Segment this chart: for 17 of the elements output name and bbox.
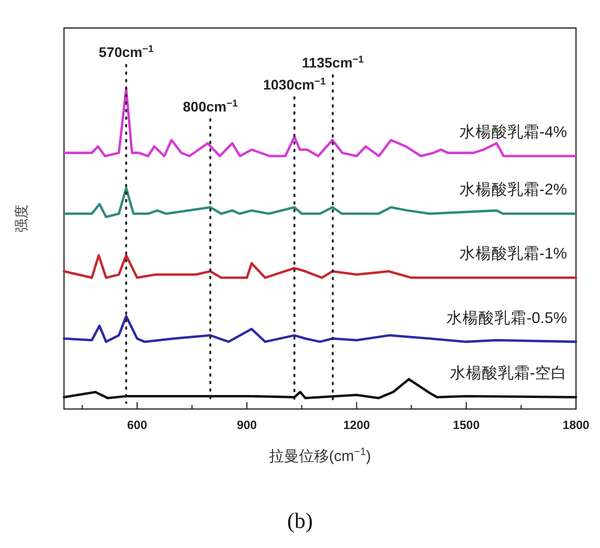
x-tick-label: 1200 [343, 418, 370, 432]
y-axis-title: 强度 [13, 204, 29, 232]
series-label: 水楊酸乳霜-空白 [450, 364, 567, 382]
x-axis-title: 拉曼位移(cm$^{−1}$) [269, 446, 371, 465]
series-label: 水楊酸乳霜-2% [459, 180, 568, 199]
x-tick-label: 1500 [452, 418, 480, 432]
series-label: 水楊酸乳霜-0.5% [446, 308, 568, 327]
ref-line-label: 1135cm$^{−1}$ [302, 54, 364, 70]
series-label: 水楊酸乳霜-4% [459, 123, 568, 142]
ref-line-label: 570cm$^{−1}$ [98, 43, 154, 60]
x-tick-label: 600 [127, 418, 148, 432]
ref-line-label: 800cm$^{−1}$ [182, 98, 238, 114]
series-label: 水楊酸乳霜-1% [459, 244, 568, 263]
ref-line-label: 1030cm$^{−1}$ [263, 76, 326, 92]
x-tick-label: 900 [236, 418, 258, 432]
x-tick-label: 1800 [562, 418, 590, 432]
text: (b) [287, 508, 313, 533]
